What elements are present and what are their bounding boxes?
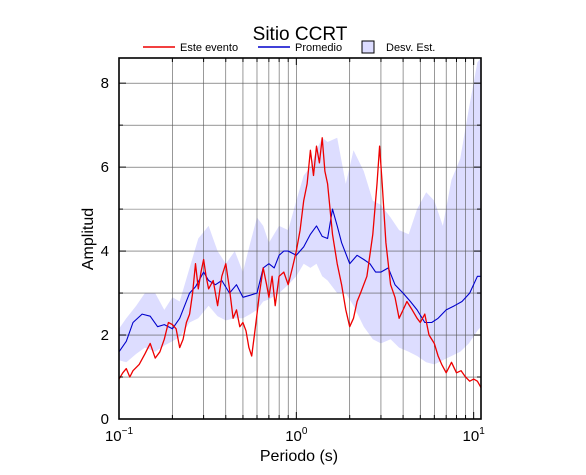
legend: Este evento Promedio Desv. Est. <box>143 40 435 54</box>
legend-label-promedio: Promedio <box>295 42 342 54</box>
x-tick-label: 10−1 <box>105 426 134 445</box>
y-tick-label: 4 <box>101 243 109 260</box>
series-line-promedio <box>119 208 481 353</box>
y-tick-label: 6 <box>101 159 109 176</box>
legend-label-desv-est: Desv. Est. <box>386 42 435 54</box>
y-tick-label: 2 <box>101 327 109 344</box>
legend-swatch-desv-est <box>361 40 375 54</box>
y-axis-title: Amplitud <box>80 208 97 270</box>
x-tick-label: 101 <box>463 426 486 445</box>
std-dev-band <box>119 58 481 365</box>
plot-frame <box>118 57 482 420</box>
x-axis-title: Periodo (s) <box>260 448 338 465</box>
series-line-este-evento <box>119 137 481 388</box>
x-tick-label: 100 <box>285 426 308 445</box>
y-tick-label: 8 <box>101 75 109 92</box>
y-tick-label: 0 <box>101 411 109 428</box>
chart-title: Sitio CCRT <box>253 24 348 45</box>
legend-label-este-evento: Este evento <box>180 42 238 54</box>
